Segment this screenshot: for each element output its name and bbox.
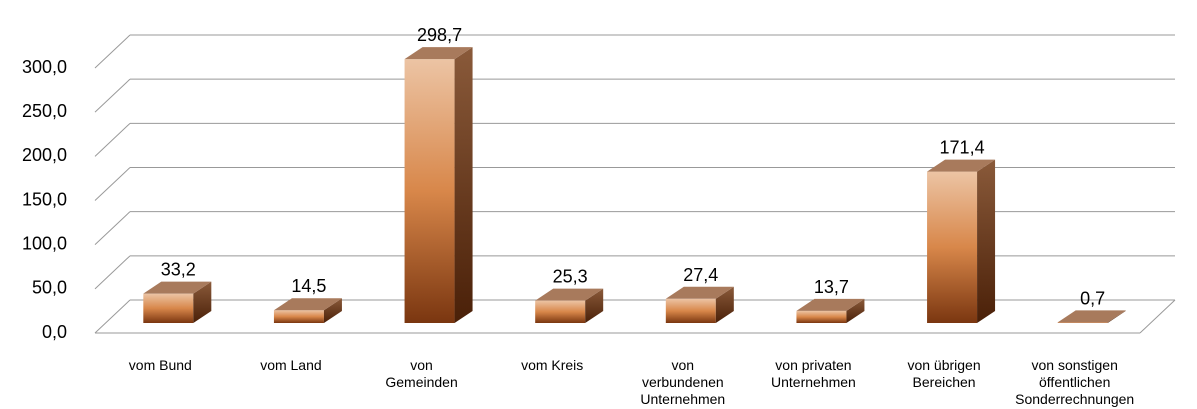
bar-top: [927, 159, 996, 172]
x-tick-line: Unternehmen: [640, 391, 725, 407]
x-tick-label: von verbundenen Unternehmen: [640, 357, 725, 407]
x-tick-line: vom Kreis: [521, 357, 583, 373]
value-label: 298,7: [417, 25, 462, 45]
grid-line: [94, 167, 131, 201]
x-tick-label: von Gemeinden: [385, 357, 457, 390]
x-tick-line: vom Land: [260, 357, 321, 373]
bar: [665, 286, 734, 323]
x-tick-label: vom Land: [260, 357, 321, 373]
x-tick-label: vom Bund: [129, 357, 192, 373]
bar: [796, 298, 865, 323]
bar: [273, 298, 342, 323]
y-tick-label: 100,0: [22, 233, 67, 253]
y-tick-label: 300,0: [22, 57, 67, 77]
grid-line: [94, 122, 131, 157]
x-tick-line: von privaten: [775, 357, 851, 373]
x-tick-line: vom Bund: [129, 357, 192, 373]
grid-line: [94, 211, 131, 246]
y-tick-label: 250,0: [22, 101, 67, 121]
x-tick-label: von übrigen Bereichen: [907, 357, 980, 390]
bar-front: [535, 300, 586, 323]
x-tick-line: von: [410, 357, 433, 373]
bar-top: [273, 298, 342, 311]
bar-side: [1107, 310, 1126, 323]
grid-line: [94, 299, 131, 334]
value-label: 25,3: [553, 267, 588, 287]
bar-front: [143, 293, 194, 323]
grid-line: [94, 34, 131, 69]
bar: [535, 288, 604, 323]
bar-side: [846, 298, 865, 323]
bar-front: [404, 59, 455, 323]
x-tick-line: verbundenen: [642, 374, 724, 390]
bar: [1057, 310, 1126, 323]
value-label: 33,2: [161, 260, 196, 280]
x-tick-label: von sonstigen öffentlichen Sonderrechnunge…: [1015, 357, 1134, 407]
bar-side: [977, 159, 996, 323]
value-label: 27,4: [683, 265, 718, 285]
value-label: 13,7: [814, 277, 849, 297]
x-tick-line: von sonstigen: [1031, 357, 1117, 373]
floor-edge: [1139, 299, 1176, 334]
x-tick-line: Unternehmen: [771, 374, 856, 390]
grid-line: [94, 255, 131, 290]
bar-side: [715, 286, 734, 323]
bar-front: [927, 171, 978, 323]
y-tick-label: 50,0: [32, 278, 67, 298]
y-tick-label: 200,0: [22, 145, 67, 165]
bar-top: [535, 288, 604, 301]
x-tick-line: von: [672, 357, 695, 373]
bar: [927, 159, 996, 323]
bar-top: [404, 47, 473, 60]
x-tick-line: Gemeinden: [385, 374, 457, 390]
bar: [143, 281, 212, 323]
bar-front: [1057, 322, 1108, 323]
bar-top: [665, 286, 734, 299]
value-label: 171,4: [940, 138, 985, 158]
value-label: 0,7: [1080, 288, 1105, 308]
grid-line: [94, 78, 131, 113]
bar-front: [273, 310, 324, 323]
value-label: 14,5: [291, 276, 326, 296]
bar-top: [796, 298, 865, 311]
bar: [404, 47, 473, 323]
bar-side: [193, 281, 212, 323]
y-tick-label: 150,0: [22, 189, 67, 209]
y-tick-label: 0,0: [42, 322, 67, 342]
bar-side: [323, 298, 342, 323]
bar-side: [585, 288, 604, 323]
x-tick-label: vom Kreis: [521, 357, 583, 373]
bar-top: [1057, 310, 1126, 323]
x-tick-line: öffentlichen: [1039, 374, 1110, 390]
bar-front: [665, 298, 716, 323]
bar-side: [454, 47, 473, 323]
bar-top: [143, 281, 212, 294]
x-tick-line: Bereichen: [913, 374, 976, 390]
x-tick-label: von privaten Unternehmen: [771, 357, 856, 390]
x-tick-line: von übrigen: [907, 357, 980, 373]
bar-front: [796, 310, 847, 323]
x-tick-line: Sonderrechnungen: [1015, 391, 1134, 407]
